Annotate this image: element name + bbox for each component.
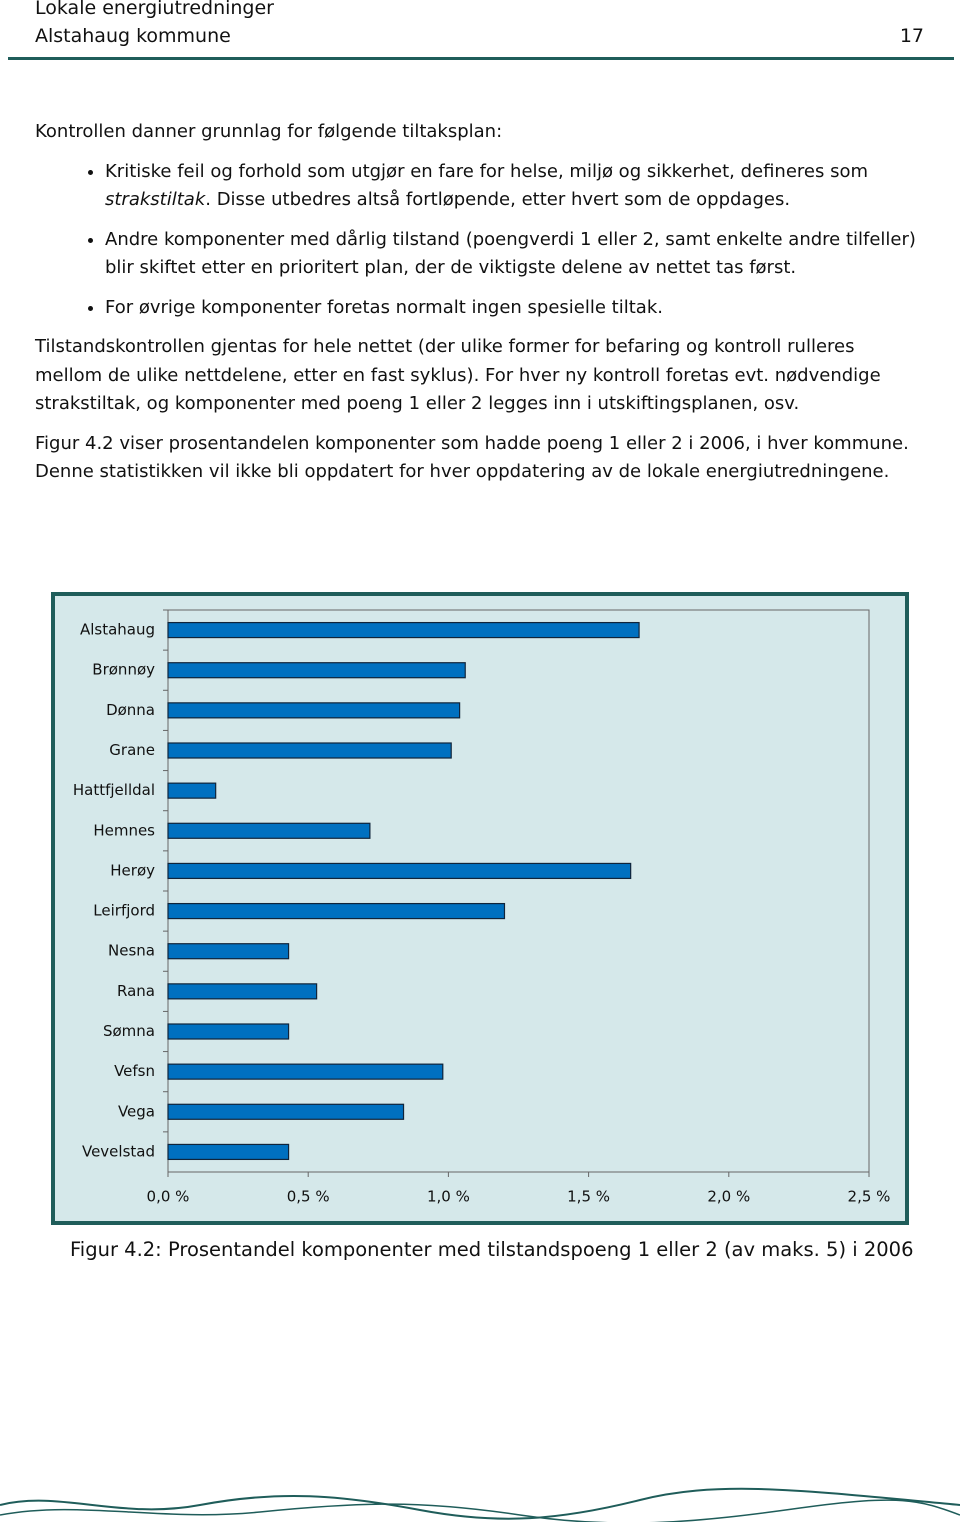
bar bbox=[167, 1103, 405, 1120]
y-tick-label: Nesna bbox=[108, 942, 155, 960]
x-tick-label: 1,0 % bbox=[427, 1188, 470, 1206]
y-tick-label: Grane bbox=[109, 741, 155, 759]
bar bbox=[167, 1023, 290, 1040]
y-tick-label: Hattfjelldal bbox=[73, 781, 155, 799]
text: . Disse utbedres altså fortløpende, ette… bbox=[205, 189, 791, 210]
y-tick-label: Vega bbox=[118, 1102, 155, 1120]
y-tick-label: Rana bbox=[117, 982, 155, 1000]
bar bbox=[167, 943, 290, 960]
header-title: Lokale energiutredninger bbox=[35, 0, 274, 19]
bar bbox=[167, 902, 506, 920]
y-tick-label: Alstahaug bbox=[80, 621, 155, 639]
x-tick-label: 0,5 % bbox=[287, 1188, 330, 1206]
header-rule bbox=[8, 57, 954, 60]
x-tick-label: 1,5 % bbox=[567, 1188, 610, 1206]
bar bbox=[167, 621, 640, 639]
bar bbox=[167, 822, 371, 839]
paragraph: Tilstandskontrollen gjentas for hele net… bbox=[35, 336, 881, 414]
y-tick-label: Dønna bbox=[106, 701, 155, 719]
bar bbox=[167, 782, 217, 799]
y-tick-label: Vevelstad bbox=[82, 1142, 155, 1160]
bar bbox=[167, 742, 452, 759]
caption: Figur 4.2: Prosentandel komponenter med … bbox=[70, 1238, 914, 1261]
y-tick-label: Vefsn bbox=[114, 1062, 155, 1080]
bullet: For øvrige komponenter foretas normalt i… bbox=[105, 294, 925, 323]
bullet: Andre komponenter med dårlig tilstand (p… bbox=[105, 226, 925, 283]
decoration bbox=[0, 1487, 960, 1520]
x-tick-label: 0,0 % bbox=[147, 1188, 190, 1206]
decoration bbox=[0, 1499, 960, 1522]
bar bbox=[167, 1063, 444, 1080]
page-number: 17 bbox=[899, 25, 924, 47]
y-tick-label: Sømna bbox=[103, 1022, 155, 1040]
x-tick-label: 2,0 % bbox=[707, 1188, 750, 1206]
y-tick-label: Hemnes bbox=[93, 821, 155, 839]
bullet: Kritiske feil og forhold som utgjør en f… bbox=[105, 158, 925, 215]
text-body: Kontrollen danner grunnlag for følgende … bbox=[35, 118, 925, 498]
y-tick-label: Brønnøy bbox=[92, 661, 155, 679]
bar bbox=[167, 702, 461, 719]
bar bbox=[167, 983, 318, 1000]
paragraph: Figur 4.2 viser prosentandelen komponent… bbox=[35, 432, 909, 483]
y-tick-label: Leirfjord bbox=[93, 902, 155, 920]
header-subtitle: Alstahaug kommune bbox=[35, 25, 231, 47]
x-tick-label: 2,5 % bbox=[848, 1188, 891, 1206]
bar bbox=[167, 1143, 290, 1161]
bar bbox=[167, 662, 466, 679]
text: Kritiske feil og forhold som utgjør en f… bbox=[105, 160, 868, 182]
intro: Kontrollen danner grunnlag for følgende … bbox=[35, 121, 503, 142]
y-tick-label: Herøy bbox=[110, 861, 155, 879]
bullet-list: Kritiske feil og forhold som utgjør en f… bbox=[35, 158, 925, 323]
bar bbox=[167, 862, 632, 880]
emphasis: strakstiltak bbox=[105, 189, 206, 210]
